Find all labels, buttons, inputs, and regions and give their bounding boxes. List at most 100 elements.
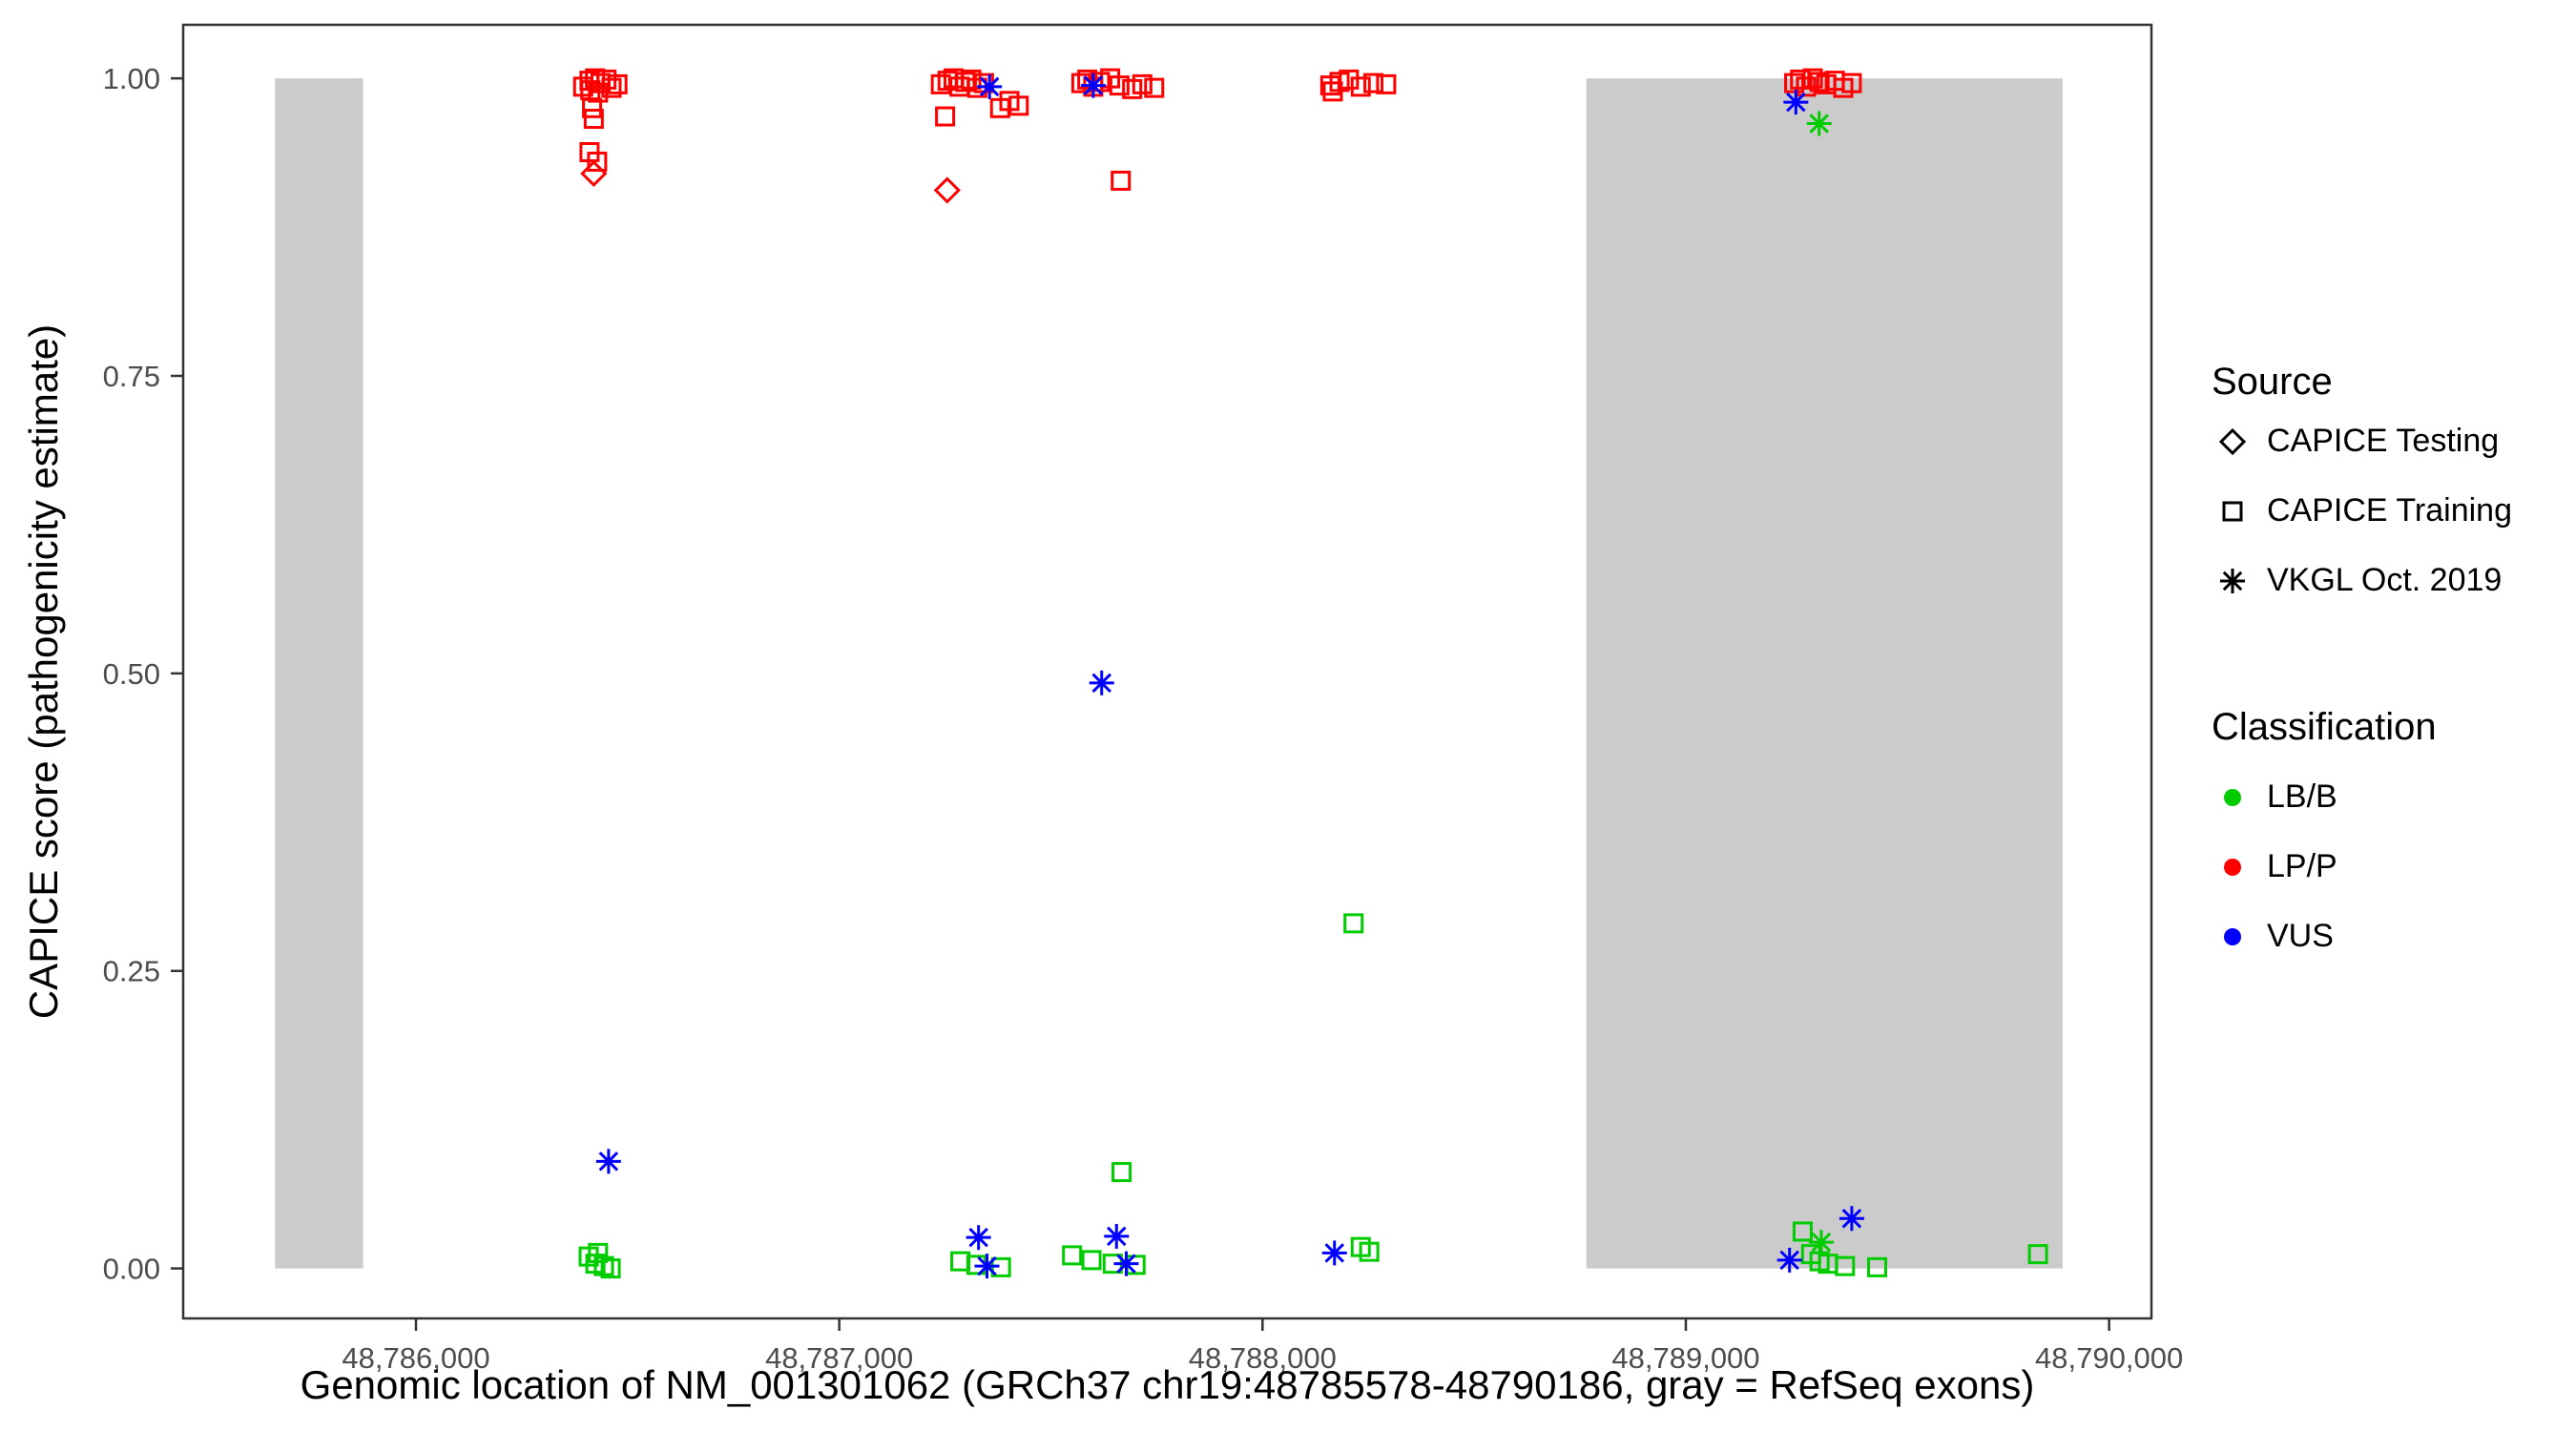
legend: Source CAPICE Testing CAPICE Training VKGL… bbox=[2212, 0, 2576, 1431]
data-point bbox=[1806, 111, 1832, 136]
data-point bbox=[587, 151, 608, 172]
x-tick-label: 48,789,000 bbox=[1611, 1341, 1759, 1375]
data-point bbox=[950, 1251, 971, 1272]
data-point bbox=[1322, 81, 1343, 102]
data-point bbox=[1144, 77, 1165, 98]
data-point bbox=[1350, 76, 1371, 97]
data-point bbox=[1122, 78, 1143, 99]
asterisk-ray bbox=[1779, 1250, 1799, 1271]
data-point bbox=[593, 1255, 614, 1276]
data-point bbox=[977, 73, 1003, 99]
data-point bbox=[1841, 73, 1862, 93]
data-point bbox=[1080, 73, 1106, 98]
legend-item-label: CAPICE Training bbox=[2267, 492, 2512, 529]
circle-key-glyph bbox=[2224, 927, 2241, 945]
square-legend-key-icon bbox=[2222, 501, 2243, 521]
asterisk-ray bbox=[598, 1151, 619, 1172]
y-tick-label: 0.75 bbox=[103, 360, 160, 393]
data-point bbox=[1784, 73, 1805, 93]
legend-source-title: Source bbox=[2212, 361, 2333, 403]
data-point bbox=[935, 106, 956, 127]
x-tick-label: 48,786,000 bbox=[342, 1341, 489, 1375]
data-point bbox=[1321, 1240, 1347, 1266]
data-point bbox=[1802, 68, 1823, 89]
asterisk-ray bbox=[1811, 1232, 1832, 1253]
legend-source-items: CAPICE Testing CAPICE Training VKGL Oct. 2… bbox=[2212, 406, 2512, 615]
data-point bbox=[2027, 1244, 2048, 1265]
data-point bbox=[1081, 1250, 1102, 1271]
data-point bbox=[974, 1254, 1000, 1279]
legend-item-label: LB/B bbox=[2267, 778, 2337, 815]
data-point bbox=[1132, 73, 1153, 94]
asterisk-ray bbox=[1083, 75, 1104, 95]
data-point bbox=[933, 176, 961, 204]
x-tick-label: 48,787,000 bbox=[765, 1341, 913, 1375]
data-point bbox=[1867, 1256, 1888, 1277]
x-axis-title: Genomic location of NM_001301062 (GRCh37… bbox=[300, 1362, 2035, 1407]
asterisk-ray bbox=[1107, 1226, 1127, 1247]
y-axis-title: CAPICE score (pathogenicity estimate) bbox=[21, 323, 66, 1020]
legend-item-label: VUS bbox=[2267, 918, 2334, 954]
asterisk-ray bbox=[979, 76, 1000, 97]
legend-classification-title: Classification bbox=[2212, 706, 2437, 748]
diamond-legend-key-icon bbox=[2218, 427, 2247, 455]
y-tick-label: 0.50 bbox=[103, 657, 160, 691]
circle-legend-key-icon bbox=[2224, 927, 2241, 945]
data-point bbox=[1809, 72, 1830, 93]
asterisk-ray bbox=[1786, 92, 1806, 113]
x-tick-label: 48,790,000 bbox=[2035, 1341, 2183, 1375]
legend-item: CAPICE Training bbox=[2212, 476, 2512, 546]
legend-item: VUS bbox=[2212, 902, 2337, 971]
data-point bbox=[1339, 69, 1360, 90]
panel-border bbox=[181, 23, 2153, 1320]
data-point bbox=[955, 72, 976, 93]
asterisk-ray bbox=[1841, 1208, 1862, 1229]
data-point bbox=[1113, 1251, 1139, 1276]
data-point bbox=[601, 77, 622, 98]
data-point bbox=[1835, 1255, 1856, 1276]
asterisk-ray bbox=[1116, 1254, 1136, 1274]
data-point bbox=[1783, 90, 1809, 115]
legend-classification-items: LB/B LP/P VUS bbox=[2212, 762, 2337, 971]
data-point bbox=[1363, 73, 1384, 93]
y-tick-label: 0.25 bbox=[103, 955, 160, 988]
circle-legend-key-icon bbox=[2224, 788, 2241, 806]
legend-item-label: VKGL Oct. 2019 bbox=[2267, 562, 2503, 598]
data-point bbox=[583, 109, 604, 130]
asterisk-ray bbox=[2222, 570, 2243, 591]
asterisk-key-glyph bbox=[2220, 568, 2245, 593]
exon-rect bbox=[1586, 78, 2063, 1269]
data-point bbox=[1104, 1223, 1130, 1249]
data-point bbox=[1343, 913, 1364, 934]
y-tick-label: 0.00 bbox=[103, 1253, 160, 1286]
asterisk-ray bbox=[1809, 114, 1829, 134]
legend-item: LB/B bbox=[2212, 762, 2337, 832]
legend-item-label: CAPICE Testing bbox=[2267, 423, 2500, 459]
circle-key-glyph bbox=[2224, 788, 2241, 806]
asterisk-legend-key-icon bbox=[2220, 568, 2245, 593]
asterisk-ray bbox=[1324, 1243, 1344, 1263]
data-point bbox=[1376, 73, 1397, 94]
data-point bbox=[1008, 95, 1029, 116]
data-point bbox=[1111, 170, 1132, 191]
asterisk-ray bbox=[1091, 673, 1111, 694]
data-point bbox=[607, 73, 628, 94]
data-point bbox=[1839, 1206, 1864, 1232]
circle-key-glyph bbox=[2224, 858, 2241, 876]
asterisk-ray bbox=[977, 1255, 997, 1276]
data-point bbox=[1062, 1245, 1083, 1266]
legend-item-label: LP/P bbox=[2267, 848, 2337, 884]
exon-rect bbox=[275, 78, 364, 1269]
circle-legend-key-icon bbox=[2224, 858, 2241, 876]
y-tick-label: 1.00 bbox=[103, 62, 160, 95]
data-point bbox=[1359, 1241, 1380, 1262]
data-point bbox=[1077, 69, 1098, 90]
data-point bbox=[1790, 69, 1811, 90]
asterisk-ray bbox=[968, 1227, 988, 1248]
square-key-glyph bbox=[2222, 501, 2243, 521]
data-point bbox=[1808, 1230, 1834, 1255]
data-point bbox=[582, 97, 603, 118]
data-point bbox=[1111, 1162, 1132, 1183]
data-point bbox=[595, 1149, 621, 1174]
